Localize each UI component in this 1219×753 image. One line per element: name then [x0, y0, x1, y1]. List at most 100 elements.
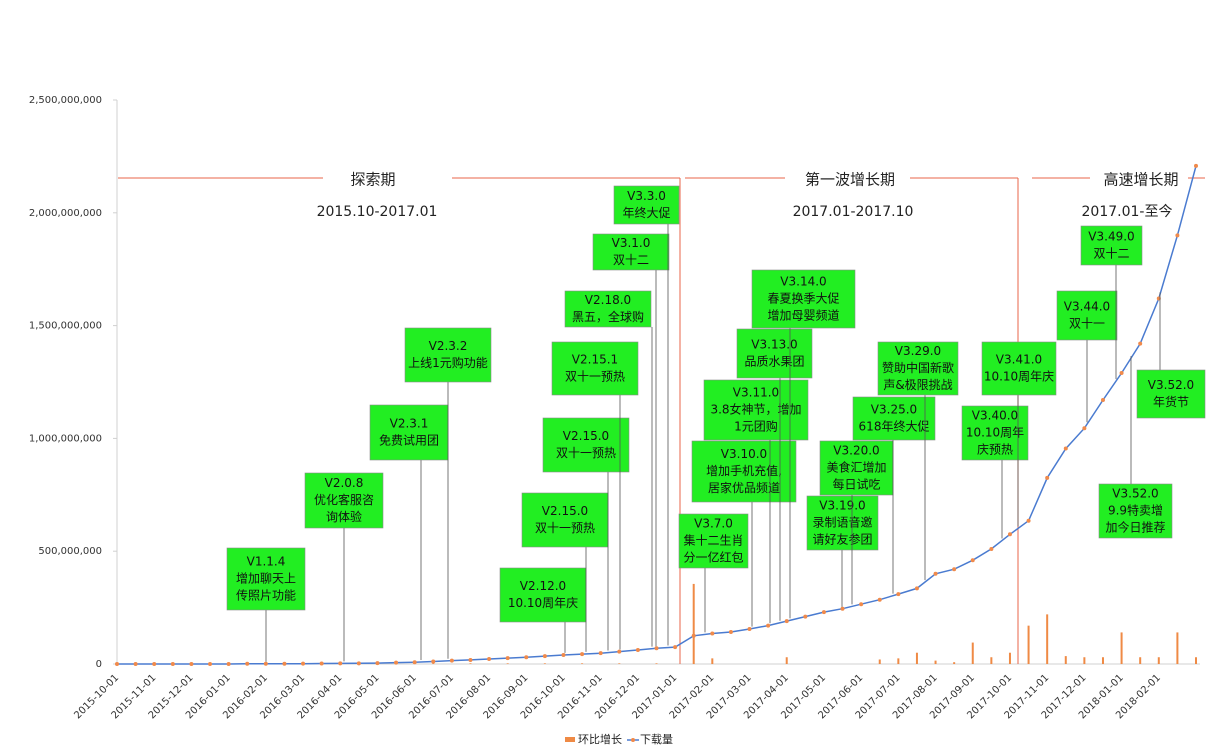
- annotation-text: 年终大促: [622, 205, 670, 220]
- point: [208, 662, 213, 666]
- bar: [934, 660, 937, 664]
- annotation-text: 双十二: [613, 253, 649, 267]
- legend-swatch: [565, 737, 575, 742]
- point: [524, 655, 529, 660]
- point: [412, 660, 417, 665]
- annotation-text: V2.3.2: [429, 339, 468, 353]
- bar: [692, 583, 695, 664]
- point: [821, 610, 826, 615]
- annotation-text: 加今日推荐: [1105, 520, 1165, 535]
- annotation-box: [542, 417, 630, 473]
- annotation-text: V2.15.1: [572, 353, 618, 367]
- annotation-text: 传照片功能: [236, 588, 296, 603]
- bar: [1064, 656, 1067, 664]
- annotation-box: [806, 495, 879, 551]
- bar: [1195, 657, 1197, 664]
- annotation-text: 双十一预热: [565, 370, 625, 384]
- annotation-text: V2.18.0: [585, 293, 631, 307]
- point: [1175, 233, 1180, 238]
- annotation-text: V3.20.0: [833, 444, 879, 458]
- annotation-text: V3.49.0: [1088, 230, 1134, 244]
- point: [877, 597, 882, 602]
- annotation-text: 年货节: [1153, 394, 1189, 409]
- annotation-text: V1.1.4: [247, 555, 286, 569]
- annotation-text: 黑五，全球购: [572, 309, 644, 324]
- phase-period: 2017.01-2017.10: [793, 204, 914, 220]
- annotation-text: V3.3.0: [627, 189, 666, 203]
- annotation-box: [852, 396, 936, 441]
- annotation-text: V3.52.0: [1148, 378, 1194, 392]
- annotation-text: V2.15.0: [563, 429, 609, 443]
- annotation-text: 询体验: [326, 509, 362, 524]
- point: [952, 567, 957, 572]
- annotation-text: 庆预热: [977, 443, 1013, 457]
- annotation-text: 美食汇增加: [826, 460, 886, 475]
- phase-period: 2015.10-2017.01: [317, 204, 438, 220]
- annotation-text: 10.10周年庆: [508, 596, 578, 610]
- point: [1138, 341, 1143, 346]
- bar: [1083, 657, 1086, 664]
- annotation-text: V3.1.0: [612, 236, 651, 250]
- annotation-text: V3.44.0: [1064, 300, 1110, 314]
- annotation-text: V3.41.0: [996, 353, 1042, 367]
- bar: [1027, 625, 1030, 664]
- bar: [785, 657, 788, 664]
- point: [449, 658, 454, 663]
- point: [1100, 398, 1105, 403]
- annotation-text: 双十二: [1093, 247, 1129, 261]
- point: [580, 652, 585, 657]
- point: [840, 606, 845, 611]
- point: [375, 661, 380, 666]
- point: [1026, 518, 1031, 523]
- point: [989, 546, 994, 551]
- annotation-box: [1056, 290, 1118, 341]
- annotation-text: 优化客服咨: [314, 492, 374, 507]
- y-tick-label: 500,000,000: [38, 546, 102, 557]
- phase-name: 探索期: [350, 171, 395, 189]
- annotation-text: 居家优品频道: [708, 480, 780, 495]
- point: [1082, 426, 1087, 431]
- point: [710, 631, 715, 636]
- point: [914, 586, 919, 591]
- annotation-text: 增加手机充值,: [706, 463, 782, 478]
- point: [691, 633, 696, 638]
- bar: [878, 659, 881, 664]
- bar: [1101, 657, 1104, 664]
- annotation-box: [404, 327, 492, 383]
- y-tick-label: 1,500,000,000: [29, 321, 102, 332]
- y-tick-label: 2,000,000,000: [29, 208, 102, 219]
- annotation-box: [751, 269, 856, 329]
- bar: [711, 658, 714, 664]
- annotation-text: 录制语音邀: [812, 515, 872, 530]
- annotation-text: 双十一预热: [535, 521, 595, 535]
- bar: [618, 663, 621, 664]
- point: [468, 657, 473, 662]
- annotation-box: [304, 472, 384, 529]
- point: [152, 662, 157, 666]
- bar: [1157, 657, 1160, 664]
- point: [617, 649, 622, 654]
- annotation-text: V3.40.0: [972, 409, 1018, 423]
- annotation-text: 声&极限挑战: [883, 378, 952, 392]
- point: [189, 662, 194, 666]
- annotation-text: 双十一: [1069, 317, 1105, 331]
- annotation-text: 上线1元购功能: [408, 355, 488, 370]
- annotation-box: [1136, 369, 1206, 419]
- y-tick-label: 1,000,000,000: [29, 433, 102, 444]
- annotation-box: [678, 513, 749, 569]
- annotation-text: 集十二生肖: [683, 533, 743, 548]
- point: [933, 571, 938, 576]
- annotation-text: V3.7.0: [694, 517, 733, 531]
- bar: [1176, 632, 1179, 664]
- point: [766, 623, 771, 628]
- annotation-box: [1080, 225, 1143, 266]
- annotation-text: V2.3.1: [390, 417, 429, 431]
- point: [170, 662, 175, 666]
- point: [970, 558, 975, 563]
- annotation-text: 10.10周年庆: [984, 370, 1054, 384]
- annotation-text: 10.10周年: [966, 426, 1024, 440]
- bar: [1139, 657, 1142, 664]
- annotation-text: 双十一预热: [556, 446, 616, 460]
- point: [431, 659, 436, 664]
